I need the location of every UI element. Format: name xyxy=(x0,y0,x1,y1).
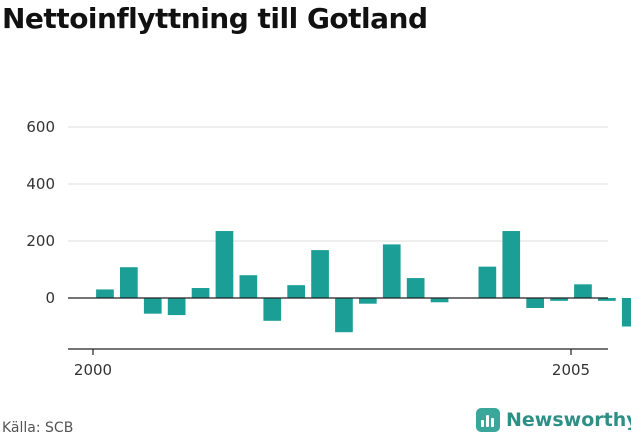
bar xyxy=(574,284,592,298)
bar xyxy=(311,250,329,298)
source-label: Källa: SCB xyxy=(2,420,74,436)
bar xyxy=(550,298,568,301)
bar-chart-icon xyxy=(476,408,500,432)
y-tick-label: 0 xyxy=(45,289,55,307)
bar xyxy=(382,244,401,298)
bar xyxy=(621,298,631,327)
y-tick-label: 200 xyxy=(26,232,55,250)
y-tick-label: 400 xyxy=(26,175,55,193)
bar xyxy=(239,275,258,298)
bar xyxy=(287,285,305,298)
chart-title: Nettoinflyttning till Gotland xyxy=(2,2,428,35)
bar xyxy=(478,266,497,298)
bar xyxy=(430,298,449,303)
bar xyxy=(120,267,138,298)
newsworthy-logo: Newsworthy xyxy=(476,408,631,432)
bar xyxy=(263,298,282,321)
bar xyxy=(359,298,377,304)
bar xyxy=(526,298,544,308)
bar xyxy=(96,289,114,298)
y-axis-labels: 0 200 400 600 xyxy=(26,118,55,307)
bar xyxy=(598,298,616,301)
x-tick-label: 2000 xyxy=(74,361,112,379)
bar xyxy=(167,298,186,316)
bar xyxy=(191,288,210,298)
bar xyxy=(143,298,162,314)
bar xyxy=(215,231,234,298)
brand-name: Newsworthy xyxy=(506,409,631,431)
bar-series xyxy=(96,231,631,333)
y-tick-label: 600 xyxy=(26,118,55,136)
bar xyxy=(502,231,521,298)
gridlines xyxy=(68,126,608,242)
x-tick-label: 2005 xyxy=(552,361,590,379)
bar xyxy=(335,298,353,333)
bar xyxy=(406,278,425,298)
x-axis-ticks: 200020052010201520202025 xyxy=(74,349,590,379)
